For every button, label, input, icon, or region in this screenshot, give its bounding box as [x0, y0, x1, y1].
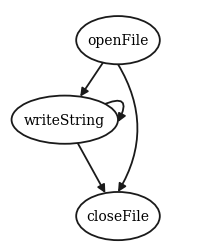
Ellipse shape [76, 192, 160, 240]
FancyArrowPatch shape [81, 64, 103, 96]
Text: writeString: writeString [24, 113, 105, 127]
Text: closeFile: closeFile [87, 209, 149, 223]
Ellipse shape [76, 17, 160, 65]
FancyArrowPatch shape [78, 144, 104, 192]
Ellipse shape [11, 96, 118, 144]
FancyArrowPatch shape [102, 101, 125, 121]
FancyArrowPatch shape [118, 65, 137, 190]
Text: openFile: openFile [87, 34, 149, 48]
